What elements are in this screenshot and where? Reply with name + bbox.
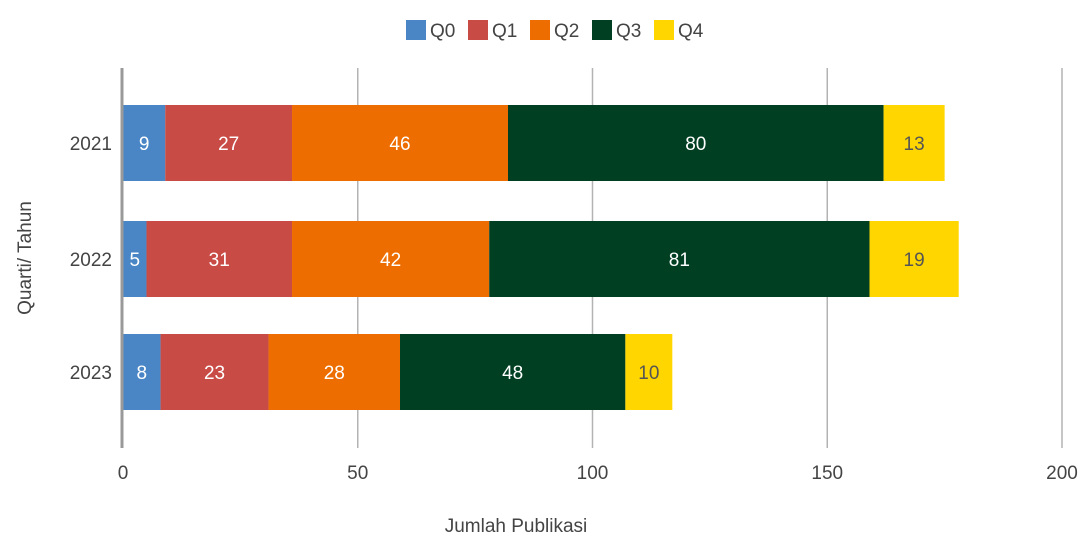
- legend-swatch-Q0: [406, 20, 426, 40]
- bar-2021-Q3: [507, 105, 884, 181]
- legend-swatch-Q3: [592, 20, 612, 40]
- axes: 0 50 100 150 200 2021 2022 2023: [70, 68, 1078, 484]
- x-tick-label-150: 150: [811, 463, 843, 484]
- y-tick-label-2023: 2023: [70, 363, 112, 384]
- legend-label-Q1: Q1: [492, 21, 517, 42]
- bar-value-label-2021-Q4: 13: [904, 134, 925, 155]
- bar-2021-Q1: [165, 105, 293, 181]
- legend-swatch-Q1: [468, 20, 488, 40]
- y-tick-label-2021: 2021: [70, 134, 112, 155]
- bar-value-label-2023-Q4: 10: [638, 363, 659, 384]
- bar-2021-Q2: [292, 105, 508, 181]
- bar-value-label-2022-Q2: 42: [380, 250, 401, 271]
- bar-value-label-2021-Q1: 27: [218, 134, 239, 155]
- bar-value-label-2021-Q0: 9: [139, 134, 150, 155]
- legend-label-Q0: Q0: [430, 21, 455, 42]
- x-tick-label-100: 100: [577, 463, 609, 484]
- legend-label-Q3: Q3: [616, 21, 641, 42]
- bar-2023-Q2: [268, 334, 401, 410]
- legend-label-Q2: Q2: [554, 21, 579, 42]
- bar-value-label-2021-Q3: 80: [685, 134, 706, 155]
- bar-value-label-2023-Q0: 8: [136, 363, 147, 384]
- bar-2022-Q4: [869, 221, 959, 297]
- bar-2022-Q2: [292, 221, 490, 297]
- bar-2023-Q3: [400, 334, 626, 410]
- bar-value-label-2023-Q3: 48: [502, 363, 523, 384]
- y-axis-title: Quarti/ Tahun: [15, 201, 36, 315]
- bar-value-label-2022-Q3: 81: [669, 250, 690, 271]
- bar-2023-Q0: [123, 334, 161, 410]
- legend-label-Q4: Q4: [678, 21, 704, 42]
- legend: Q0 Q1 Q2 Q3 Q4: [406, 20, 704, 42]
- legend-swatch-Q2: [530, 20, 550, 40]
- legend-swatch-Q4: [654, 20, 674, 40]
- bar-value-label-2021-Q2: 46: [389, 134, 410, 155]
- bar-2023-Q1: [160, 334, 269, 410]
- bar-value-label-2023-Q1: 23: [204, 363, 225, 384]
- bar-2021-Q0: [123, 105, 166, 181]
- x-tick-label-50: 50: [347, 463, 368, 484]
- bar-value-label-2022-Q4: 19: [904, 250, 925, 271]
- bar-2022-Q3: [489, 221, 870, 297]
- bar-2022-Q0: [123, 221, 147, 297]
- bar-value-label-2023-Q2: 28: [324, 363, 345, 384]
- bar-2023-Q4: [625, 334, 673, 410]
- bars: 9 27 46 80 13 5 31 42 81 19 8 23 28 48 10: [123, 105, 959, 410]
- x-tick-label-0: 0: [118, 463, 129, 484]
- x-axis-title: Jumlah Publikasi: [445, 516, 588, 534]
- x-tick-label-200: 200: [1046, 463, 1078, 484]
- bar-2022-Q1: [146, 221, 293, 297]
- bar-value-label-2022-Q0: 5: [129, 250, 140, 271]
- bar-2021-Q4: [883, 105, 945, 181]
- y-tick-label-2022: 2022: [70, 250, 112, 271]
- bar-value-label-2022-Q1: 31: [209, 250, 230, 271]
